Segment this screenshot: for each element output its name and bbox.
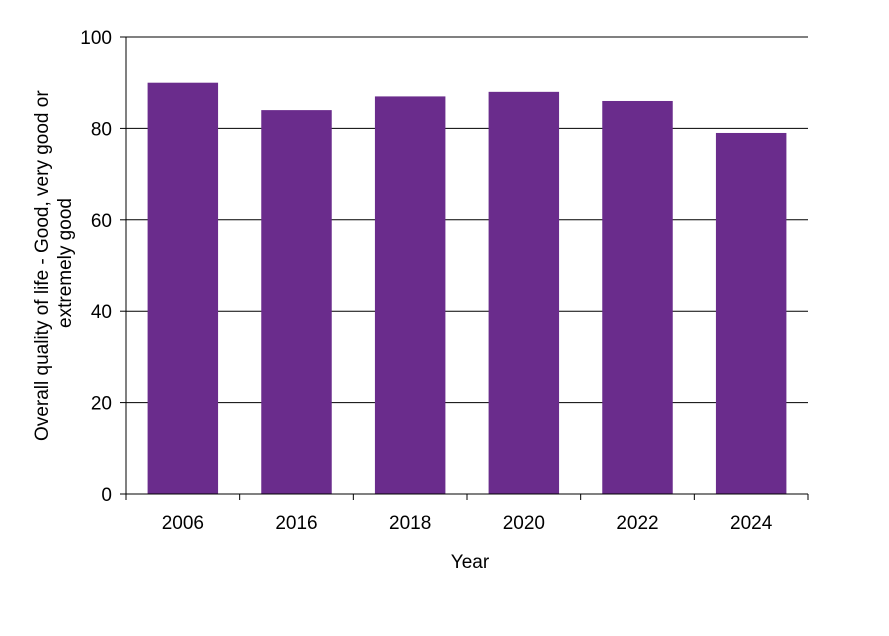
y-axis-title: Overall quality of life - Good, very goo… <box>32 85 76 441</box>
x-axis-title: Year <box>451 552 490 573</box>
y-tick-label-60: 60 <box>91 211 112 232</box>
y-tick-labels: 0 20 40 60 80 100 <box>80 28 112 506</box>
x-tick-label-2022: 2022 <box>616 513 658 534</box>
x-tick-label-2024: 2024 <box>730 513 773 534</box>
bar-2020 <box>488 91 560 494</box>
bars <box>147 82 787 495</box>
y-tick-label-20: 20 <box>91 394 112 415</box>
x-tick-labels: 2006 2016 2018 2020 2022 2024 <box>162 513 773 534</box>
bar-2022 <box>602 100 673 494</box>
y-tick-label-100: 100 <box>80 28 112 49</box>
y-tick-label-40: 40 <box>91 302 112 323</box>
y-axis-title-line-2: extremely good <box>55 198 76 328</box>
bar-2016 <box>261 110 332 495</box>
bar-2018 <box>374 96 446 494</box>
x-tick-label-2006: 2006 <box>162 513 204 534</box>
x-tick-label-2020: 2020 <box>503 513 545 534</box>
bar-2024 <box>715 132 787 494</box>
y-axis-title-line-1: Overall quality of life - Good, very goo… <box>32 90 53 441</box>
gridlines <box>126 36 808 404</box>
y-tick-label-0: 0 <box>101 485 112 506</box>
x-tick-label-2018: 2018 <box>389 513 431 534</box>
x-tick-label-2016: 2016 <box>275 513 317 534</box>
bar-2006 <box>147 82 219 494</box>
y-tick-label-80: 80 <box>91 119 112 140</box>
axes <box>120 36 809 500</box>
